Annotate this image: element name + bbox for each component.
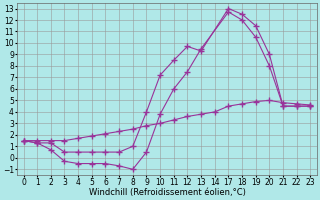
X-axis label: Windchill (Refroidissement éolien,°C): Windchill (Refroidissement éolien,°C) (89, 188, 245, 197)
